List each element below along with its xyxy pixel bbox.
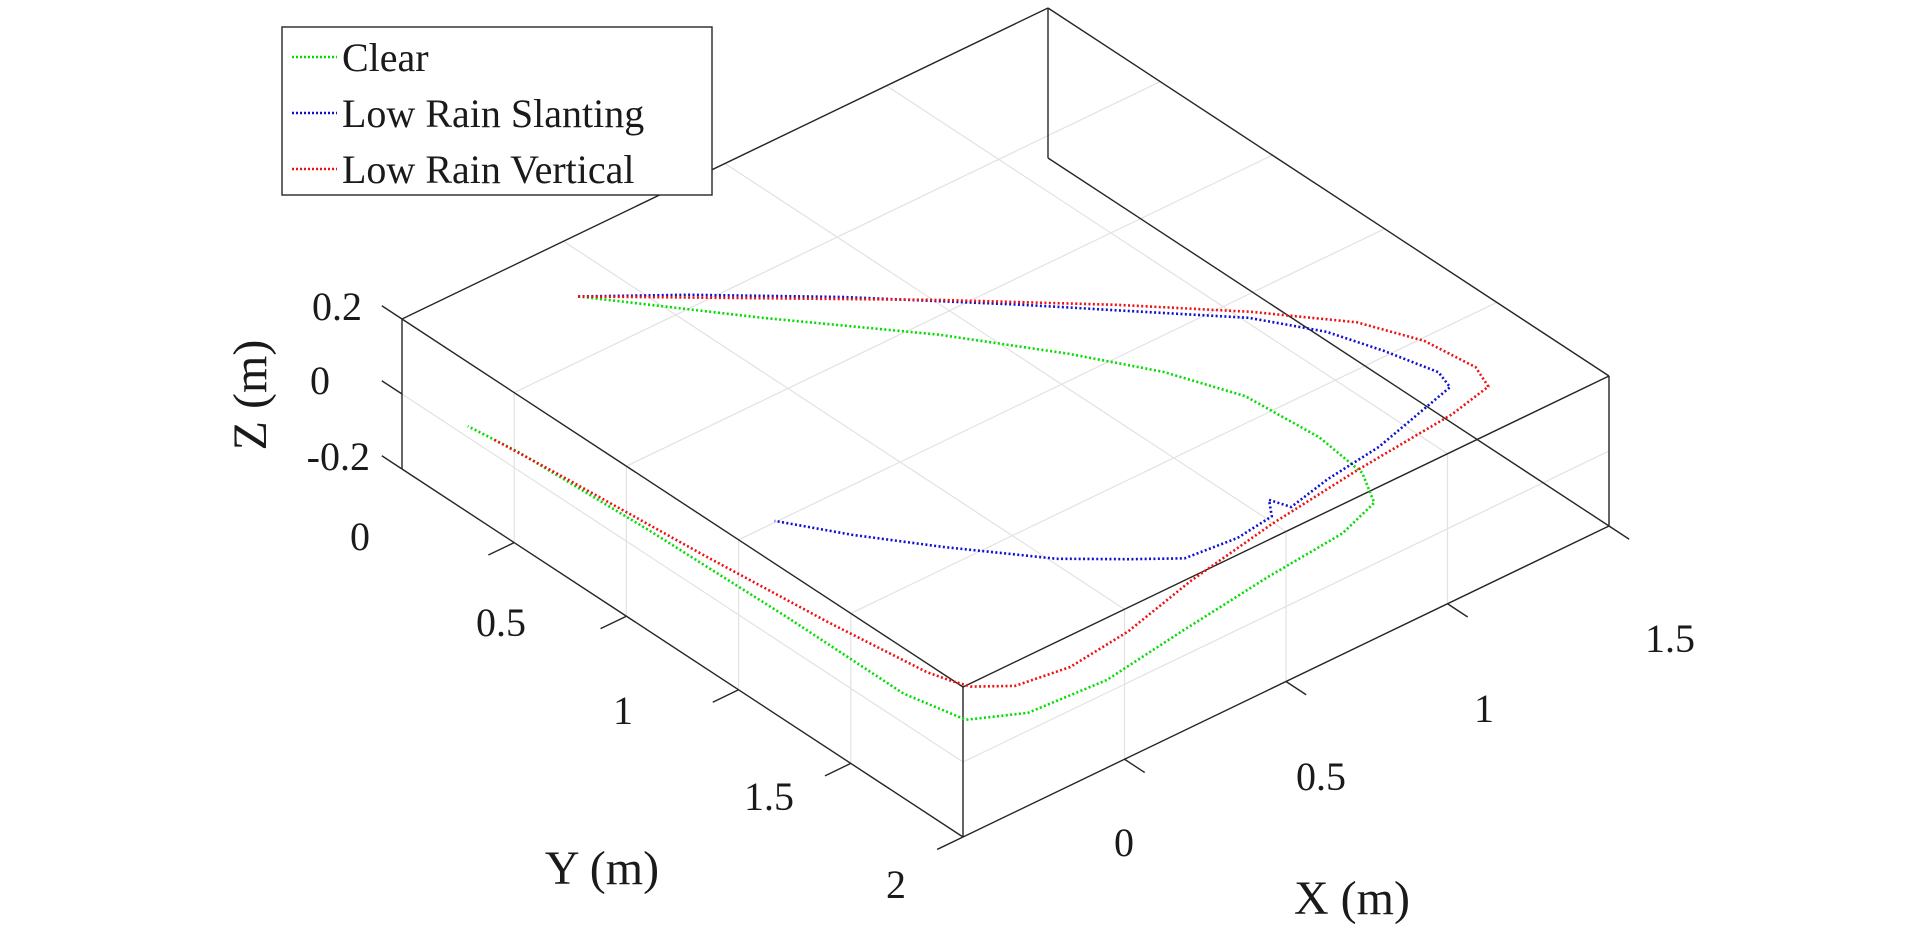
- grid-line-z-front: [962, 450, 1610, 763]
- legend-box: [281, 26, 713, 196]
- y-axis-label: Y (m): [545, 842, 659, 895]
- z-tick-mark: [381, 380, 403, 395]
- box-edge: [1047, 157, 1610, 527]
- z-tick-label: 0.2: [312, 284, 362, 329]
- legend-label-low-rain-vertical: Low Rain Vertical: [342, 147, 635, 192]
- y-tick-mark: [488, 541, 515, 556]
- grid-line-z-wall: [401, 393, 964, 763]
- tick-marks: [381, 305, 1630, 851]
- grid-line-y: [626, 154, 1273, 467]
- box-edge: [1047, 7, 1610, 377]
- x-tick-mark: [1447, 603, 1469, 618]
- x-tick-mark: [1608, 525, 1630, 540]
- x-tick-label: 1: [1474, 686, 1494, 731]
- z-tick-mark: [381, 455, 403, 470]
- y-tick-label: 0: [350, 514, 370, 559]
- box-edge: [401, 318, 964, 688]
- x-tick-mark: [1285, 680, 1307, 696]
- x-tick-mark: [1124, 758, 1146, 774]
- y-tick-label: 1: [613, 688, 633, 733]
- grid-line-y: [850, 301, 1498, 614]
- z-tick-label: -0.2: [307, 434, 370, 479]
- series-layer: [467, 293, 1490, 722]
- x-tick-label: 0: [1114, 820, 1134, 865]
- grid-line-y: [513, 81, 1161, 394]
- z-tick-label: 0: [310, 358, 330, 403]
- y-tick-label: 0.5: [476, 600, 526, 645]
- y-tick-mark: [712, 689, 739, 703]
- series-line-low-rain-vertical: [492, 295, 1490, 688]
- x-tick-label: 1.5: [1645, 616, 1695, 661]
- series-line-clear: [467, 295, 1376, 722]
- legend-label-clear: Clear: [342, 35, 429, 80]
- y-tick-mark: [824, 762, 852, 777]
- z-tick-mark: [381, 305, 403, 320]
- series-line-low-rain-slanting: [578, 293, 1452, 561]
- y-tick-mark: [936, 836, 964, 851]
- legend: Clear Low Rain Slanting Low Rain Vertica…: [281, 26, 713, 196]
- y-tick-label: 1.5: [744, 774, 794, 819]
- y-tick-mark: [600, 615, 627, 630]
- box-edge: [962, 375, 1610, 688]
- box-edge: [401, 7, 1049, 320]
- grid-line-x: [724, 162, 1287, 533]
- grid-line-y: [738, 228, 1385, 541]
- grid-line-x: [563, 240, 1125, 610]
- grid-line-x: [886, 85, 1448, 455]
- y-tick-label: 2: [886, 862, 906, 907]
- box-edge: [401, 468, 964, 838]
- x-axis-label: X (m): [1294, 872, 1410, 925]
- z-axis-label: Z (m): [224, 340, 277, 451]
- legend-label-low-rain-slanting: Low Rain Slanting: [342, 91, 644, 136]
- x-tick-label: 0.5: [1296, 754, 1346, 799]
